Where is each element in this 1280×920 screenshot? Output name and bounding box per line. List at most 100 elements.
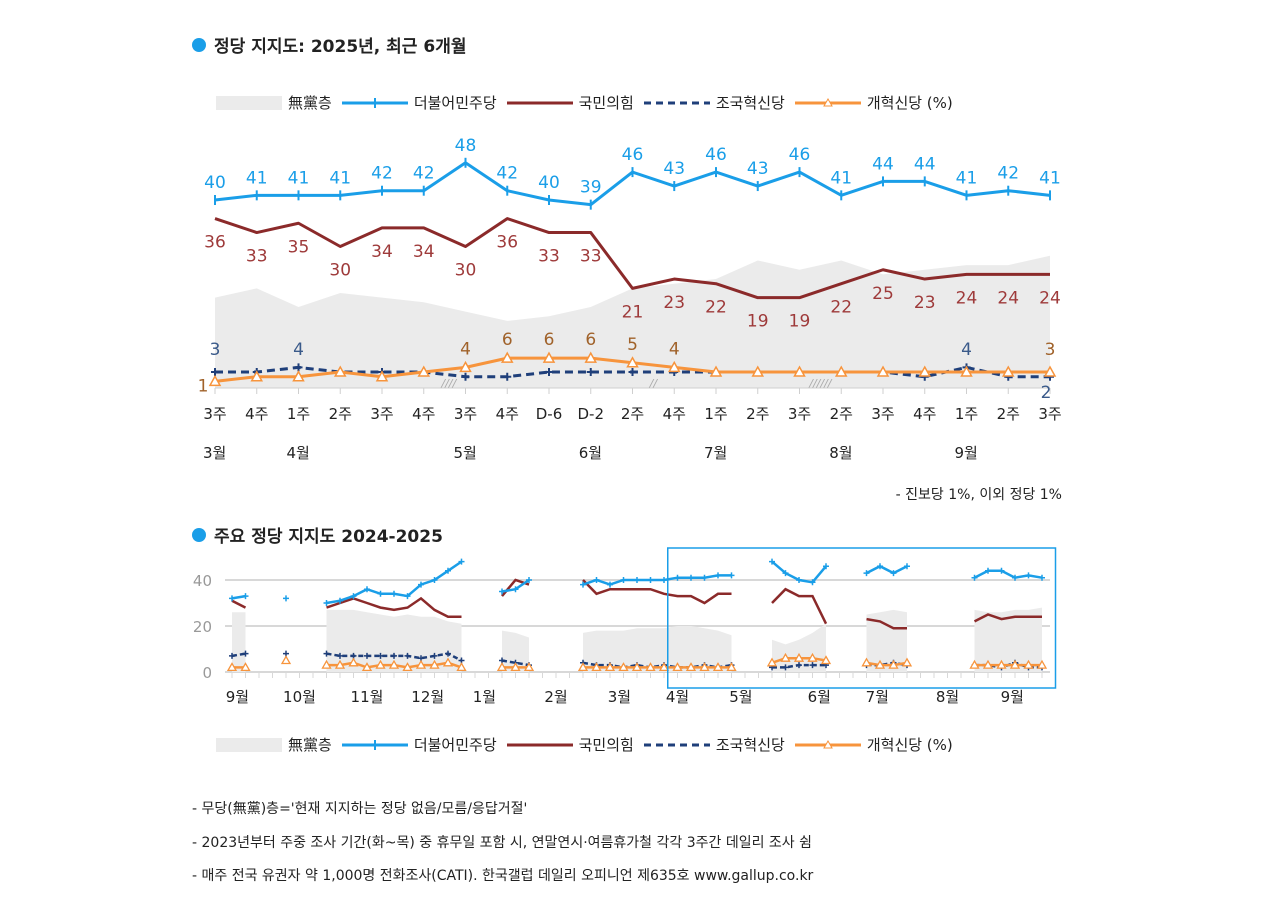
gh-point — [429, 659, 440, 669]
jk-point — [503, 372, 512, 381]
dp-data-label: 40 — [204, 173, 226, 193]
bottom-title-text: 주요 정당 지지도 2024-2025 — [214, 527, 443, 547]
dp-point — [607, 581, 613, 588]
x-tick-label: 2주 — [830, 405, 853, 423]
dp-line — [771, 560, 827, 584]
gh-point — [861, 657, 872, 667]
gh-point — [631, 662, 643, 672]
gh-point — [645, 662, 656, 672]
gh-point — [496, 662, 508, 672]
x-tick-label: 3주 — [203, 405, 226, 423]
ppp-data-label: 36 — [204, 233, 226, 253]
legend-swatch-gh — [794, 96, 861, 110]
jk-point — [796, 662, 802, 669]
gh-point — [280, 655, 292, 665]
top-legend: 無黨층 더불어민주당 국민의힘 조국혁신당 개혁신당 (%) — [212, 92, 953, 113]
month-label: 9월 — [226, 688, 249, 706]
jk-point — [620, 664, 627, 671]
legend-swatch-dp — [341, 738, 408, 752]
gh-point — [672, 662, 683, 672]
y-tick-label: 40 — [193, 572, 212, 590]
jk-point — [364, 652, 370, 659]
gh-point — [626, 356, 639, 368]
ppp-line — [973, 613, 1042, 623]
dp-point — [728, 572, 735, 579]
gh-point — [510, 662, 521, 672]
jk-point — [985, 662, 991, 669]
jk-point — [229, 652, 235, 659]
month-label: 1월 — [473, 688, 496, 706]
dp-data-label: 41 — [246, 168, 268, 188]
gh-data-label: 6 — [585, 330, 596, 350]
ppp-data-label: 35 — [288, 237, 310, 257]
gh-point — [442, 657, 454, 667]
ppp-line — [501, 578, 530, 597]
dp-point — [512, 586, 519, 593]
dp-point — [337, 597, 343, 604]
legend-gh: 개혁신당 (%) — [866, 736, 953, 754]
dp-point — [823, 563, 829, 570]
gh-point — [208, 374, 222, 387]
legend-jk: 조국혁신당 — [715, 736, 785, 754]
gh-point — [375, 659, 386, 669]
jk-point — [607, 662, 613, 669]
dp-point — [1039, 574, 1045, 581]
gh-point — [500, 351, 514, 363]
dp-point — [877, 563, 883, 570]
gh-point — [1009, 659, 1021, 669]
month-label: 3월 — [203, 444, 226, 462]
jk-data-label: 2 — [1041, 383, 1052, 403]
jk-line — [326, 652, 463, 662]
month-label: 4월 — [287, 444, 310, 462]
footnote-1: - 무당(無黨)층='현재 지지하는 정당 없음/모름/응답거절' — [192, 801, 528, 817]
gh-point — [334, 659, 346, 669]
legend-dp: 더불어민주당 — [413, 94, 497, 112]
ppp-data-label: 22 — [705, 298, 727, 318]
gh-data-label: 3 — [1045, 340, 1056, 360]
dp-line — [326, 560, 463, 605]
jk-point — [753, 368, 762, 377]
jk-point — [419, 368, 428, 377]
dp-line — [973, 569, 1043, 580]
ppp-data-label: 22 — [830, 298, 852, 318]
jk-point — [647, 664, 654, 671]
x-tick-label: 4주 — [663, 405, 686, 423]
jk-data-label: 4 — [293, 340, 304, 360]
x-tick-label: D-2 — [577, 405, 604, 423]
jk-point — [688, 664, 694, 671]
month-label: 6월 — [579, 444, 602, 462]
dp-point — [499, 588, 505, 595]
gh-point — [456, 662, 467, 672]
jk-point — [445, 650, 451, 657]
y-tick-label: 0 — [202, 664, 212, 682]
month-label: 5월 — [454, 444, 477, 462]
top-chart-title: 정당 지지도: 2025년, 최근 6개월 — [192, 32, 466, 57]
gh-point — [240, 662, 251, 672]
jk-point — [242, 650, 249, 657]
jk-point — [461, 372, 470, 381]
jk-point — [418, 655, 424, 662]
axis-break-mark: //// — [440, 377, 457, 390]
gh-point — [292, 370, 305, 382]
jk-point — [782, 664, 789, 671]
dp-point — [580, 581, 586, 588]
jk-point — [211, 368, 219, 377]
dp-point — [634, 577, 640, 583]
x-tick-label: 3주 — [1038, 405, 1061, 423]
x-tick-label: 4주 — [913, 405, 936, 423]
jk-point — [337, 652, 343, 659]
gh-point — [321, 659, 332, 669]
jk-point — [378, 368, 386, 377]
gh-point — [888, 659, 899, 669]
dp-data-label: 46 — [622, 145, 644, 165]
y-tick-label: 20 — [193, 618, 212, 636]
bottom-legend: 無黨층 더불어민주당 국민의힘 조국혁신당 개혁신당 (%) — [212, 734, 953, 755]
x-tick-label: 3주 — [370, 405, 393, 423]
dp-point — [350, 593, 357, 600]
jk-point — [877, 662, 883, 669]
legend-swatch-jk — [643, 738, 710, 752]
jk-point — [971, 662, 978, 669]
jk-point — [998, 664, 1005, 671]
month-label: 12월 — [411, 688, 444, 706]
jk-point — [712, 368, 720, 377]
